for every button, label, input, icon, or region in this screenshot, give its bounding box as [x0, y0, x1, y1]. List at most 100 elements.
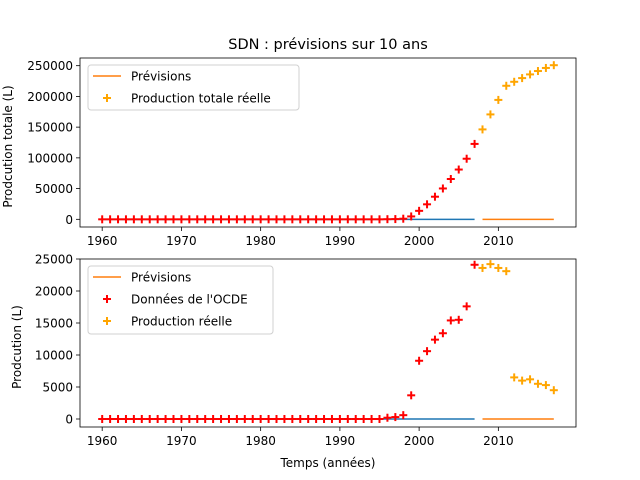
ocde-point [201, 415, 210, 423]
x-axis-label: Temps (années) [280, 456, 376, 470]
ocde-point [209, 415, 218, 423]
ocde-point [193, 415, 202, 423]
x-tick-label: 2010 [483, 234, 514, 248]
ocde-point [145, 215, 154, 224]
ocde-point [312, 215, 321, 224]
ocde-point [177, 215, 186, 224]
ocde-point [114, 215, 123, 224]
legend-marker-swatch [103, 295, 111, 303]
ocde-point [240, 215, 249, 224]
ocde-point [423, 200, 432, 209]
ocde-point [256, 215, 265, 224]
ocde-point [462, 154, 471, 163]
ocde-point [106, 215, 115, 224]
ocde-point [256, 415, 265, 423]
real-point [541, 381, 550, 390]
ocde-point [153, 215, 162, 224]
y-axis-label: Prodcution totale (L) [1, 85, 15, 207]
ocde-point [407, 212, 416, 221]
x-tick-label: 2000 [404, 434, 435, 448]
real-point [541, 63, 550, 72]
ocde-point [185, 215, 194, 224]
ocde-point [98, 415, 107, 423]
ocde-point [320, 415, 329, 423]
ocde-point [343, 215, 352, 224]
ocde-point [296, 215, 305, 224]
y-tick-label: 25000 [35, 253, 73, 267]
x-tick-label: 1980 [245, 234, 276, 248]
x-tick-label: 1990 [325, 434, 356, 448]
ocde-point [399, 214, 408, 223]
real-point [486, 260, 495, 269]
legend-entry-label: Prévisions [131, 271, 191, 285]
ocde-point [121, 215, 130, 224]
real-point [486, 110, 495, 119]
ocde-point [327, 415, 336, 423]
y-axis-label: Prodcution (L) [10, 305, 24, 389]
legend-entry-label: Prévisions [131, 70, 191, 84]
ocde-point [446, 175, 455, 184]
chart-title: SDN : prévisions sur 10 ans [228, 37, 428, 53]
ocde-point [438, 184, 447, 193]
ocde-point [312, 415, 321, 423]
real-point [549, 61, 558, 70]
ocde-point [359, 415, 368, 423]
ocde-point [304, 215, 313, 224]
ocde-point [454, 315, 463, 324]
ocde-point [169, 415, 178, 423]
ocde-point [375, 415, 384, 423]
y-tick-label: 10000 [35, 349, 73, 363]
real-point [510, 373, 519, 382]
y-tick-label: 50000 [35, 182, 73, 196]
ocde-point [470, 260, 479, 269]
ocde-point [248, 215, 257, 224]
legend-entry-label: Données de l'OCDE [131, 293, 248, 307]
ocde-point [446, 316, 455, 325]
ocde-point [335, 415, 344, 423]
ocde-point [114, 415, 123, 423]
real-point [502, 81, 511, 90]
ocde-point [224, 415, 233, 423]
x-tick-label: 1980 [245, 434, 276, 448]
legend: Prévisions Production totale réelle [87, 64, 300, 111]
ocde-point [185, 415, 194, 423]
ocde-point [106, 415, 115, 423]
ocde-point [137, 415, 146, 423]
ocde-point [248, 415, 257, 423]
real-point [494, 263, 503, 272]
legend-marker-swatch [103, 94, 111, 102]
ocde-point [415, 356, 424, 365]
real-point [518, 74, 527, 83]
ocde-point [399, 411, 408, 420]
y-tick-label: 15000 [35, 317, 73, 331]
legend: Prévisions Données de l'OCDE Production ré… [87, 265, 274, 335]
ocde-point [272, 215, 281, 224]
ocde-point [367, 215, 376, 224]
ocde-point [217, 215, 226, 224]
x-tick-label: 2000 [404, 234, 435, 248]
ocde-point [98, 215, 107, 224]
ocde-point [320, 215, 329, 224]
ocde-point [232, 415, 241, 423]
ocde-point [209, 215, 218, 224]
x-tick-label: 1970 [166, 434, 197, 448]
ocde-point [430, 335, 439, 344]
legend-marker-swatch [103, 317, 111, 325]
ocde-point [343, 415, 352, 423]
ocde-point [177, 415, 186, 423]
ocde-point [407, 391, 416, 400]
real-point [478, 125, 487, 134]
ocde-point [367, 415, 376, 423]
ocde-point [327, 215, 336, 224]
legend-box [87, 64, 300, 111]
axes-frame [79, 57, 577, 228]
y-tick-label: 0 [65, 413, 73, 427]
ocde-point [430, 192, 439, 201]
y-tick-label: 5000 [42, 381, 73, 395]
ocde-point [129, 415, 138, 423]
ocde-point [280, 215, 289, 224]
y-tick-label: 0 [65, 213, 73, 227]
ocde-point [351, 415, 360, 423]
real-point [478, 263, 487, 272]
